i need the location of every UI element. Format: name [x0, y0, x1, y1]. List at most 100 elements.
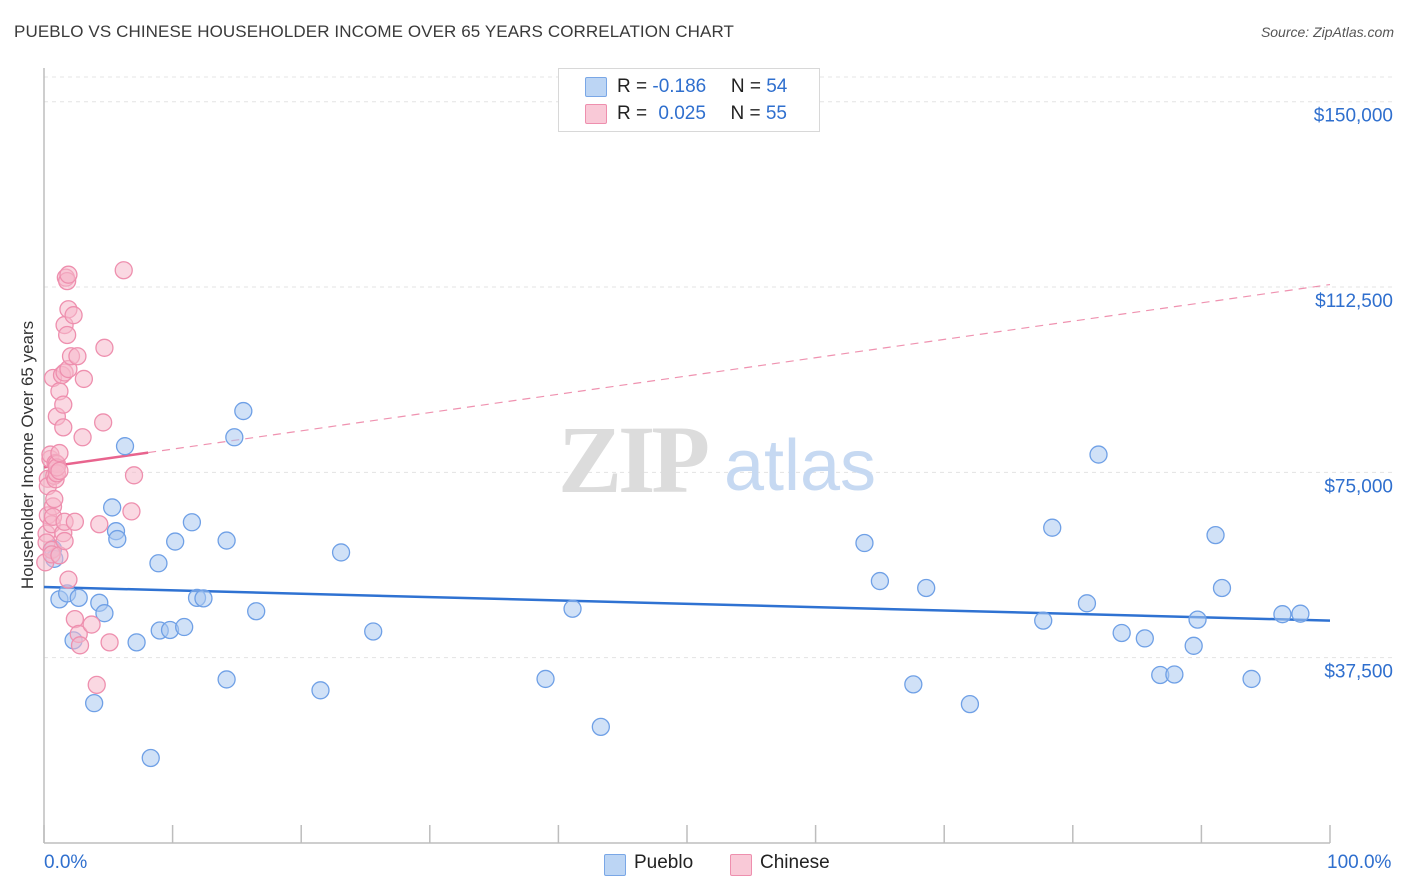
pueblo-point-26 [234, 401, 253, 421]
chinese-point-54 [95, 338, 114, 357]
chinese-legend-swatch [730, 854, 752, 876]
pueblo-point-33 [591, 717, 610, 737]
pueblo-point-18 [166, 532, 185, 551]
pueblo-point-5 [69, 588, 88, 608]
pueblo-point-8 [95, 604, 114, 623]
pueblo-point-51 [1242, 669, 1261, 689]
pueblo-point-50 [1212, 578, 1232, 598]
pueblo-point-48 [1188, 610, 1207, 629]
chinese-point-51 [87, 675, 106, 695]
gridlines [44, 76, 1395, 659]
pueblo-point-13 [127, 633, 146, 652]
pueblo-legend-swatch [604, 854, 626, 876]
pueblo-point-53 [1291, 604, 1310, 623]
pueblo-r-value: -0.186 [652, 76, 707, 97]
x-tick-max: 100.0% [1327, 852, 1392, 873]
pueblo-point-40 [1043, 518, 1062, 537]
pueblo-legend-label: Pueblo [634, 852, 694, 873]
chinese-point-36 [57, 325, 77, 345]
y-tick-labels: $37,500 $75,000 $112,500 $150,000 [1314, 106, 1393, 683]
chinese-legend-label: Chinese [760, 852, 830, 873]
pueblo-swatch [585, 77, 607, 97]
chinese-n-value: 55 [765, 103, 787, 124]
y-tick-label-2: $112,500 [1315, 291, 1393, 312]
chinese-point-40 [59, 570, 78, 589]
chinese-point-33 [55, 531, 74, 551]
chinese-n-label: N = [730, 103, 766, 124]
chinese-point-55 [100, 633, 119, 652]
pueblo-point-29 [331, 543, 351, 562]
pueblo-point-28 [311, 681, 330, 700]
pueblo-point-47 [1184, 636, 1203, 655]
y-tick-label-3: $150,000 [1314, 106, 1393, 127]
pueblo-point-35 [870, 571, 890, 591]
pueblo-point-6 [85, 693, 104, 713]
pueblo-point-20 [182, 513, 202, 532]
source-credit: Source: ZipAtlas.com [1260, 24, 1394, 40]
watermark-atlas: atlas [724, 426, 876, 506]
pueblo-point-52 [1273, 605, 1292, 624]
pueblo-point-44 [1135, 629, 1154, 648]
chinese-point-53 [94, 413, 113, 432]
chinese-point-57 [122, 502, 141, 521]
pueblo-point-12 [115, 437, 135, 456]
y-axis-label: Householder Income Over 65 years [18, 320, 37, 590]
chinese-trend-line-dashed [148, 283, 1331, 454]
pueblo-point-11 [108, 529, 127, 549]
chinese-swatch [585, 104, 607, 124]
x-tick-min: 0.0% [44, 852, 88, 873]
pueblo-point-39 [1034, 611, 1053, 630]
correlation-legend: R = -0.186 N = 54 R = 0.025 N = 55 [558, 68, 820, 132]
pueblo-point-34 [855, 533, 874, 553]
pueblo-point-9 [103, 498, 122, 517]
pueblo-point-22 [194, 589, 213, 608]
chinese-r-label: R = [617, 103, 653, 124]
pueblo-point-23 [217, 531, 236, 550]
pueblo-point-46 [1165, 665, 1184, 684]
pueblo-trend-line [43, 585, 1331, 622]
data-points [36, 261, 1310, 768]
pueblo-point-25 [225, 428, 244, 447]
pueblo-point-30 [364, 622, 383, 641]
pueblo-point-37 [917, 578, 936, 598]
axes [43, 68, 1331, 844]
chinese-point-56 [114, 261, 133, 280]
pueblo-point-19 [175, 617, 194, 637]
chinese-point-37 [59, 265, 78, 284]
pueblo-point-42 [1089, 445, 1108, 464]
watermark: ZIP atlas [558, 406, 876, 513]
watermark-zip: ZIP [558, 406, 707, 513]
chinese-point-45 [68, 347, 87, 366]
pueblo-point-43 [1112, 623, 1131, 643]
chinese-point-58 [124, 466, 144, 485]
chinese-point-43 [65, 512, 85, 531]
pueblo-point-49 [1206, 525, 1225, 545]
y-tick-label-1: $75,000 [1324, 476, 1393, 497]
chinese-point-28 [54, 418, 73, 437]
chinese-point-52 [90, 515, 109, 534]
pueblo-point-27 [247, 602, 266, 621]
pueblo-point-31 [536, 669, 555, 689]
pueblo-n-value: 54 [766, 76, 788, 97]
chinese-point-27 [54, 395, 73, 414]
chinese-point-23 [50, 443, 69, 463]
pueblo-point-14 [141, 748, 160, 768]
pueblo-r-label: R = [617, 76, 653, 97]
pueblo-point-36 [904, 675, 923, 694]
chinese-r-value: 0.025 [658, 103, 706, 124]
y-tick-label-0: $37,500 [1324, 662, 1393, 683]
chinese-point-47 [70, 636, 90, 655]
chart-title: PUEBLO VS CHINESE HOUSEHOLDER INCOME OVE… [14, 22, 735, 41]
chinese-point-15 [45, 489, 64, 509]
pueblo-point-41 [1077, 594, 1097, 613]
pueblo-point-15 [149, 554, 168, 573]
chinese-point-49 [74, 369, 94, 389]
chinese-point-50 [82, 615, 101, 634]
chinese-point-42 [64, 306, 83, 325]
chinese-point-48 [73, 428, 92, 447]
pueblo-point-32 [563, 599, 582, 618]
pueblo-point-24 [217, 670, 236, 689]
pueblo-point-38 [960, 694, 980, 714]
chinese-point-24 [50, 461, 69, 481]
